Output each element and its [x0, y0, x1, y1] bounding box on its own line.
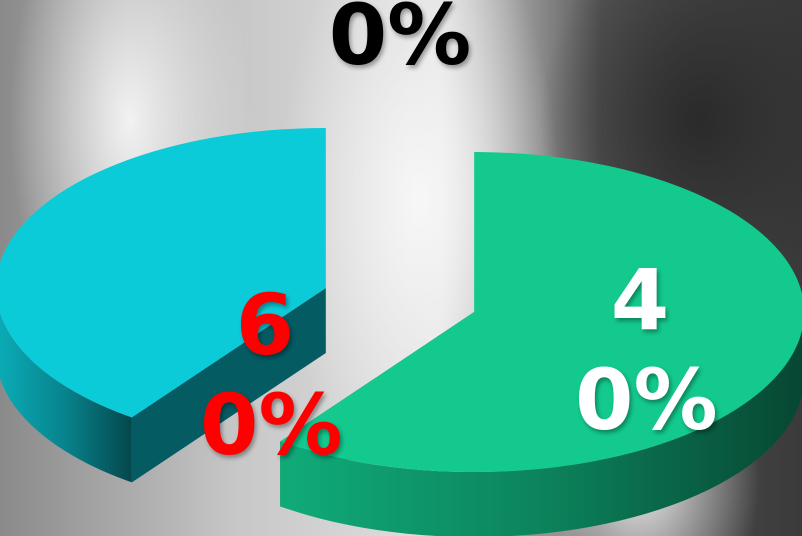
slice-wall: [0, 313, 132, 483]
slice: [0, 127, 326, 418]
slice-side: [131, 287, 326, 483]
data-label: 40%: [575, 251, 718, 449]
slice-wall: [280, 330, 802, 536]
slice: [280, 152, 802, 473]
data-label: 60%: [200, 276, 343, 474]
data-label: 0%: [328, 0, 472, 84]
